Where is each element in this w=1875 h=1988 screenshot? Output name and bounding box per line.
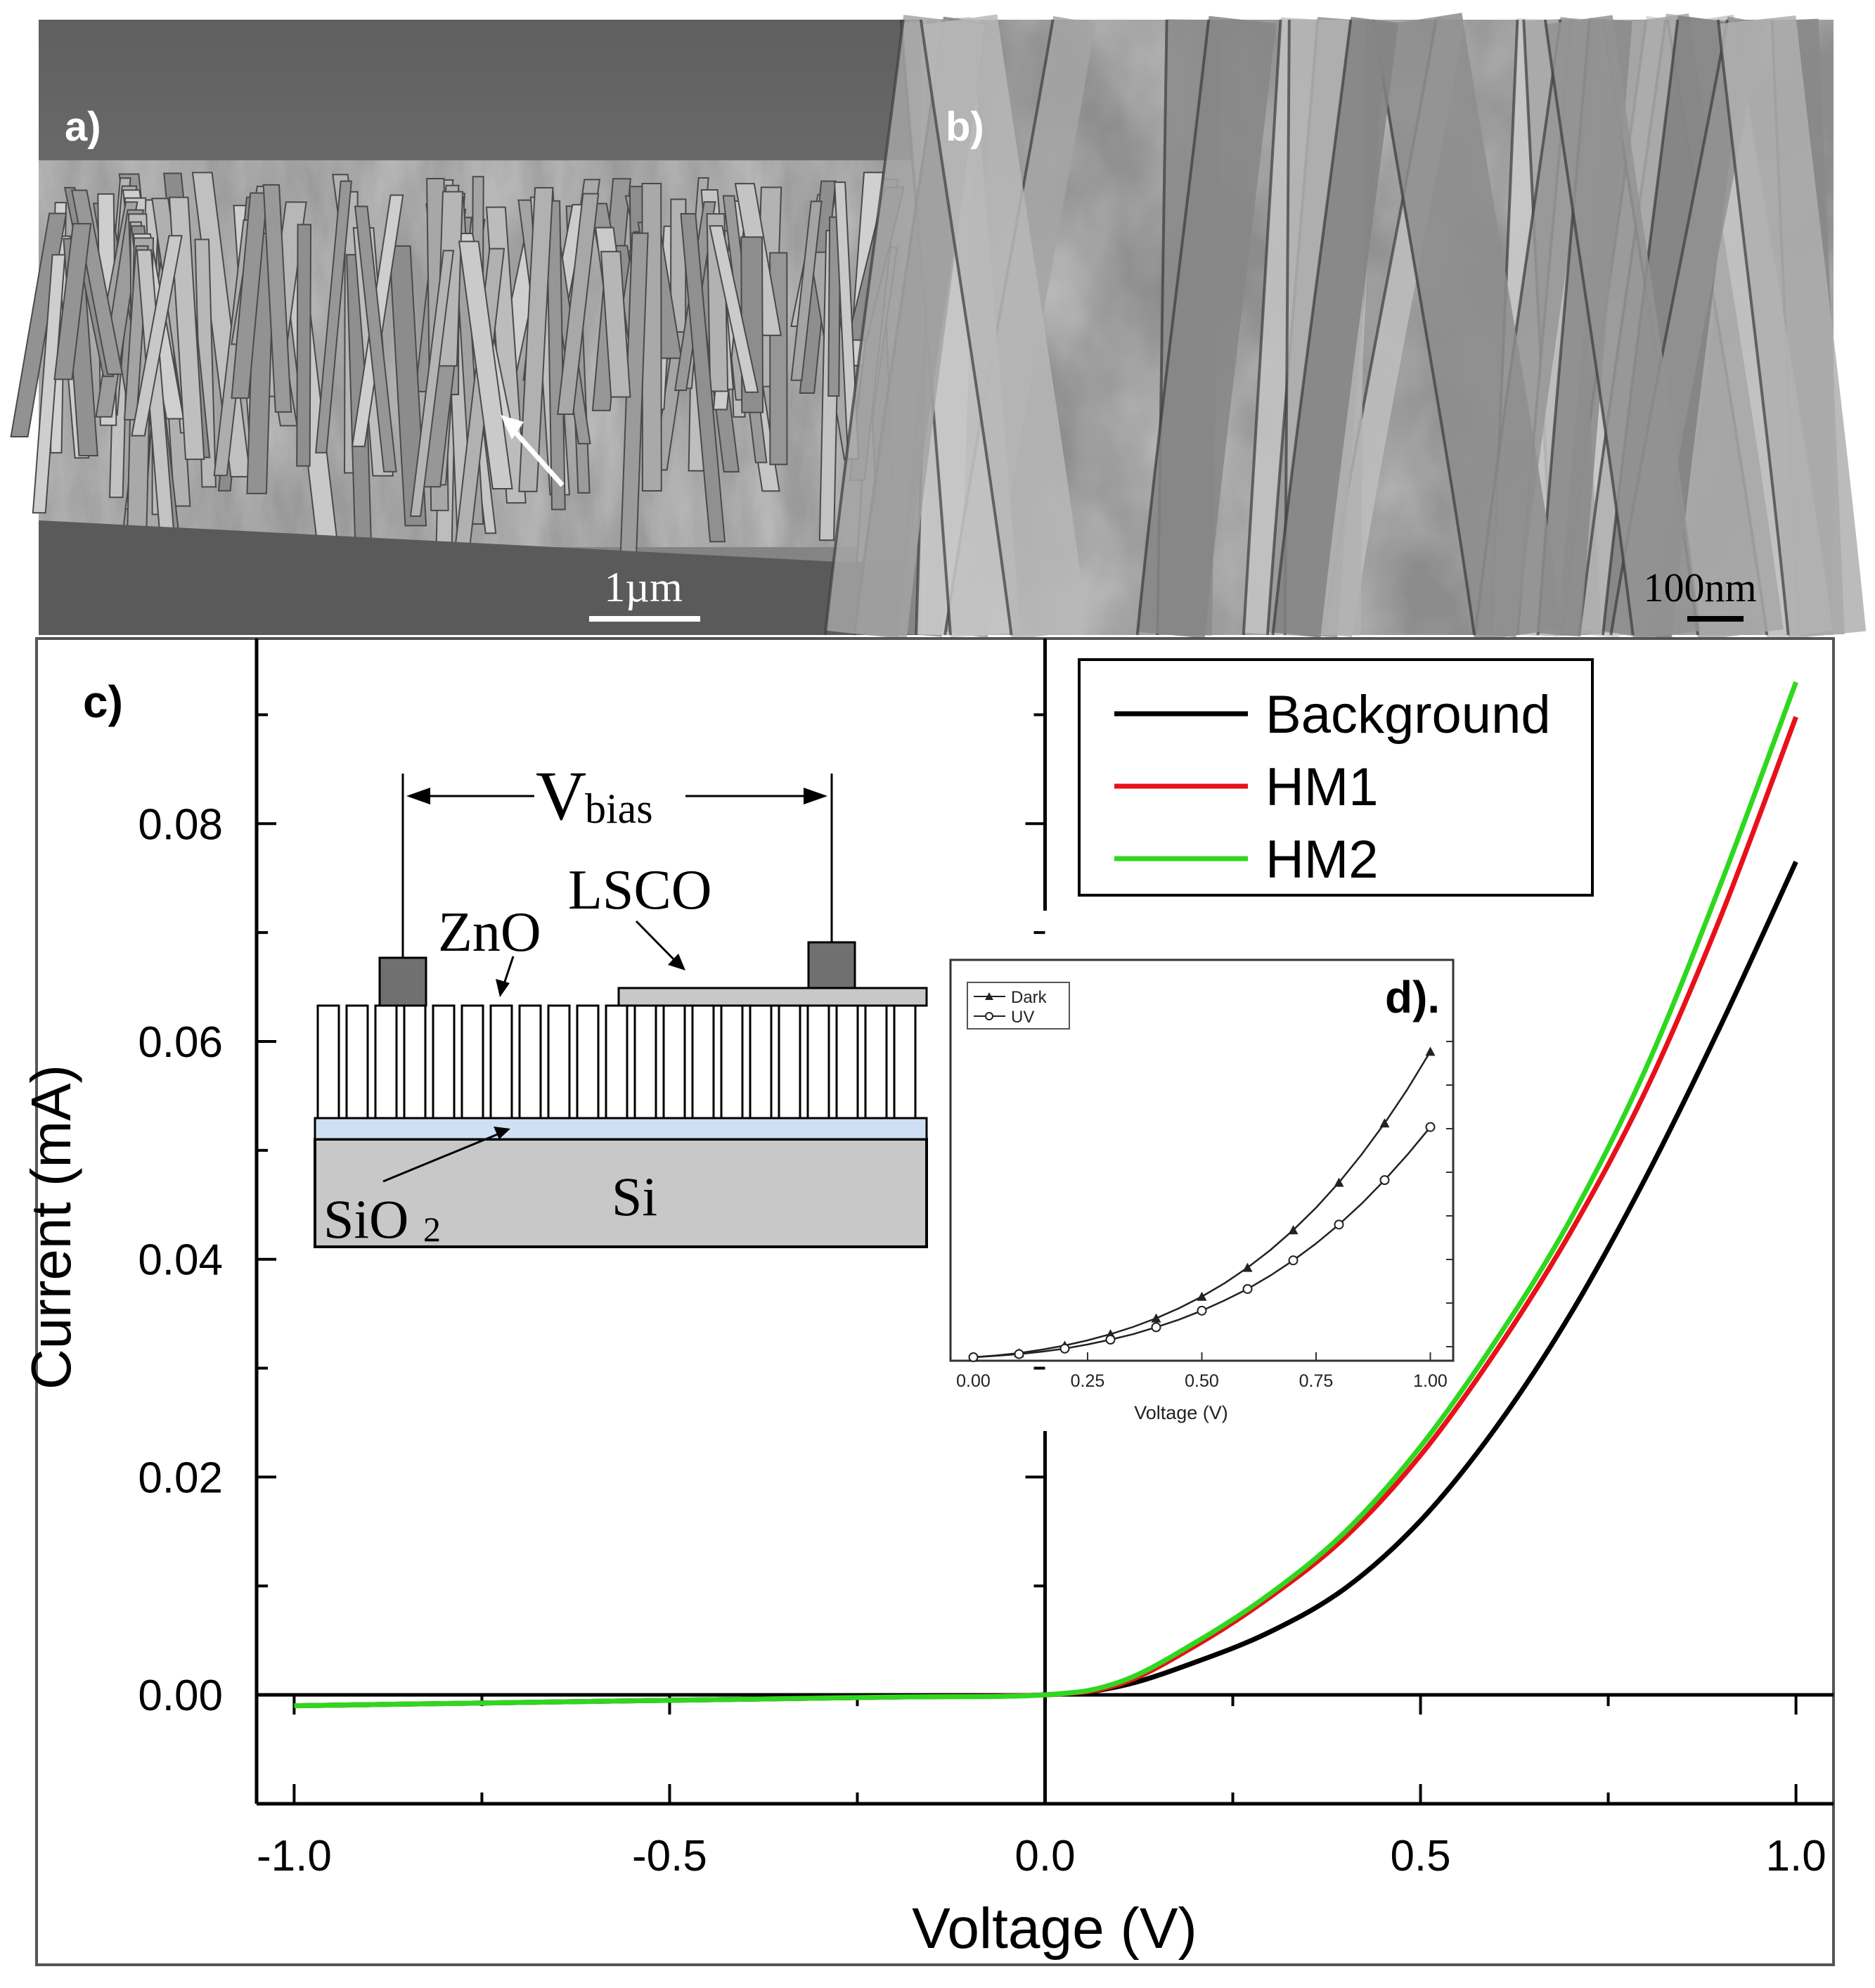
inset-marker-dark <box>1334 1177 1344 1187</box>
inset-marker-uv <box>1242 1283 1253 1294</box>
vbias-subscript: bias <box>585 785 653 832</box>
y-tick-label: 0.04 <box>138 1236 223 1285</box>
main-chart-y-axis-label: Current (mA) <box>20 1065 82 1390</box>
left-electrode <box>378 956 427 1007</box>
main-chart-x-axis-label: Voltage (V) <box>912 1897 1197 1961</box>
inset-x-tick-label: 0.00 <box>956 1371 991 1391</box>
y-tick-label: 0.00 <box>138 1672 223 1720</box>
inset-marker-uv <box>1334 1219 1344 1230</box>
sio2-layer <box>314 1117 928 1141</box>
si-substrate <box>314 1138 928 1248</box>
main-iv-chart: -1.0 -0.5 0.0 0.5 1.0 0.00 0.02 0.04 0.06 0.08 Vo… <box>20 639 1834 1961</box>
zno-nanorod-array <box>316 1004 917 1120</box>
series-line-hm2 <box>294 681 1798 1709</box>
inset-x-tick-label: 1.00 <box>1413 1371 1448 1391</box>
y-tick-label: 0.08 <box>138 800 223 849</box>
right-electrode <box>807 941 856 989</box>
inset-marker-dark <box>1425 1046 1436 1056</box>
legend-label-hm1: HM1 <box>1265 757 1378 817</box>
panel-b-scale-bar <box>1687 616 1744 622</box>
y-tick-label: 0.06 <box>138 1018 223 1067</box>
inset-marker-dark <box>1151 1313 1161 1323</box>
panel-b-scale-text: 100nm <box>1643 565 1756 610</box>
inset-marker-uv <box>968 1352 979 1362</box>
inset-x-tick-label: 0.75 <box>1299 1371 1334 1391</box>
inset-legend-label-dark: Dark <box>1011 988 1048 1007</box>
inset-marker-dark <box>1379 1118 1390 1128</box>
lsco-label: LSCO <box>568 859 712 921</box>
panel-b-label: b) <box>946 104 984 150</box>
inset-marker-dark <box>1288 1225 1299 1235</box>
panel-d-label: d). <box>1385 972 1440 1022</box>
inset-marker-uv <box>1105 1335 1116 1345</box>
inset-marker-dark <box>1242 1262 1253 1272</box>
x-tick-label: -1.0 <box>257 1832 332 1880</box>
si-label: Si <box>612 1166 657 1227</box>
legend-label-hm2: HM2 <box>1265 830 1378 890</box>
inset-x-tick-label: 0.25 <box>1071 1371 1105 1391</box>
main-chart-legend: Background HM1 HM2 <box>1078 658 1594 897</box>
inset-marker-uv <box>1151 1322 1161 1333</box>
inset-x-axis-label: Voltage (V) <box>1134 1402 1228 1423</box>
y-tick-label: 0.02 <box>138 1454 223 1502</box>
inset-marker-dark <box>1197 1291 1207 1301</box>
sio2-subscript: 2 <box>423 1210 441 1249</box>
panel-a-scale-text: 1µm <box>604 564 682 610</box>
x-tick-label: 0.0 <box>1014 1832 1075 1880</box>
x-tick-label: 0.5 <box>1390 1832 1450 1880</box>
inset-marker-uv <box>1197 1305 1207 1316</box>
panel-b-sem-image: b) 100nm <box>823 13 1867 641</box>
inset-marker-uv <box>1288 1255 1299 1266</box>
inset-x-tick-label: 0.50 <box>1185 1371 1219 1391</box>
inset-marker-uv <box>1014 1349 1024 1359</box>
lsco-layer <box>617 987 928 1007</box>
panel-c-label: c) <box>83 676 123 727</box>
panel-a-sem-image: a) 1µm <box>10 20 921 635</box>
legend-label-background: Background <box>1265 685 1551 745</box>
inset-marker-uv <box>1425 1122 1436 1132</box>
x-tick-label: 1.0 <box>1765 1832 1826 1880</box>
inset-marker-uv <box>1379 1175 1390 1186</box>
panel-a-scale-bar <box>589 616 700 622</box>
x-tick-label: -0.5 <box>632 1832 707 1880</box>
device-schematic: V bias ZnO LSCO SiO 2 Si <box>314 757 928 1250</box>
vbias-label: V <box>536 757 586 835</box>
zno-label: ZnO <box>438 902 541 963</box>
inset-legend-label-uv: UV <box>1011 1008 1034 1027</box>
sio2-label: SiO <box>323 1188 408 1250</box>
inset-marker-uv <box>1059 1343 1070 1354</box>
panel-a-label: a) <box>65 104 101 150</box>
